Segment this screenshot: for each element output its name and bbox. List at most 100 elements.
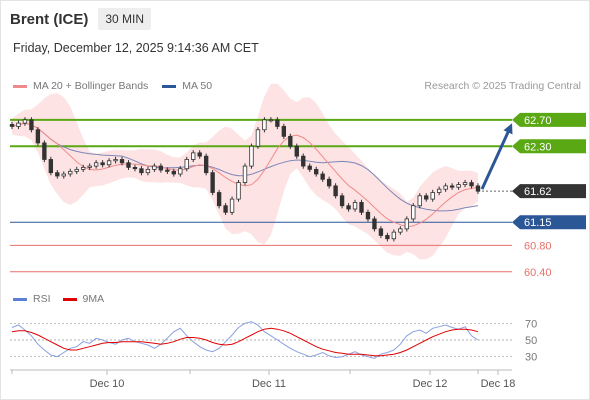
candle-body <box>352 202 358 210</box>
candle-body <box>29 119 34 131</box>
copyright-label: Research © 2025 Trading Central <box>424 80 581 92</box>
candle-body <box>339 195 345 207</box>
candle-body <box>372 218 377 230</box>
candle-body <box>55 172 60 177</box>
candle-body <box>42 142 47 160</box>
candle-body <box>391 231 397 240</box>
candle-body <box>145 168 151 174</box>
candle-body <box>404 218 409 230</box>
rsi-panel: 70 50 30 <box>10 318 537 364</box>
x-tick-label: Dec 10 <box>90 378 125 390</box>
candle-body <box>106 160 112 166</box>
candle-body <box>249 145 254 167</box>
candle-body <box>469 182 474 187</box>
candle-body <box>203 155 209 174</box>
level-tag-62.30 <box>512 139 586 154</box>
legend-9ma-swatch <box>62 297 77 301</box>
candle-body <box>398 228 403 233</box>
candle-body <box>424 195 429 200</box>
candle-body <box>320 173 325 180</box>
rsi-line <box>11 321 479 359</box>
candle-body <box>216 192 222 207</box>
candle-body <box>294 145 299 157</box>
candle-body <box>74 168 79 172</box>
candle-body <box>35 129 41 144</box>
candle-body <box>475 185 481 192</box>
candle-body <box>288 135 293 147</box>
candle-body <box>242 165 248 183</box>
x-tick-label: Dec 18 <box>481 378 516 390</box>
candle-body <box>152 165 157 170</box>
legend-ma20-label: MA 20 + Bollinger Bands <box>33 80 149 92</box>
candle-body <box>378 228 384 236</box>
candle-body <box>333 185 338 197</box>
candle-body <box>171 170 176 175</box>
candle-body <box>184 159 189 170</box>
candle-body <box>61 173 66 177</box>
x-tick-label: Dec 12 <box>413 378 448 390</box>
price-levels <box>10 118 512 273</box>
candle-body <box>326 178 332 187</box>
level-label-60.80: 60.80 <box>524 240 552 252</box>
candle-body <box>197 152 202 157</box>
candle-body <box>48 159 54 174</box>
candle-body <box>165 169 170 172</box>
candle-body <box>436 188 442 193</box>
candle-body <box>210 172 215 193</box>
candle-body <box>359 202 364 213</box>
candle-body <box>22 119 28 124</box>
candle-body <box>16 122 21 127</box>
candle-body <box>68 170 73 175</box>
candle-body <box>132 166 138 170</box>
candle-body <box>365 211 371 220</box>
legend-ma50: MA 50 <box>162 80 212 92</box>
candle-body <box>307 165 312 170</box>
candle-body <box>443 185 448 190</box>
rsi-tick-30: 30 <box>525 352 537 364</box>
candle-body <box>87 165 92 168</box>
level-label-62.30: 62.30 <box>524 141 552 153</box>
candle-body <box>119 159 125 164</box>
candle-body <box>268 119 274 122</box>
candle-body <box>449 185 455 188</box>
candle-body <box>113 159 118 162</box>
title-row: Brent (ICE) 30 MIN <box>10 7 152 31</box>
candle-body <box>139 168 144 174</box>
timeframe-selector[interactable]: 30 MIN <box>98 8 152 30</box>
candle-body <box>229 198 235 213</box>
candle-body <box>281 126 287 137</box>
candle-body <box>314 168 319 175</box>
candle-body <box>275 119 280 127</box>
candle-body <box>93 162 99 167</box>
legend-rsi-swatch <box>13 297 27 301</box>
candle-body <box>236 182 241 200</box>
forecast-arrow <box>480 123 513 190</box>
level-labels: 62.70 62.30 61.62 61.15 60.80 60.40 <box>512 112 586 279</box>
candle-body <box>411 205 416 220</box>
level-label-61.15: 61.15 <box>524 217 552 229</box>
legend-9ma-label: 9MA <box>82 293 105 305</box>
candlesticks <box>9 117 481 242</box>
level-tag-61.62 <box>512 184 586 199</box>
level-label-62.70: 62.70 <box>524 115 552 127</box>
legend-ma50-swatch <box>162 84 177 88</box>
level-label-60.40: 60.40 <box>524 267 552 279</box>
price-legend: MA 20 + Bollinger Bands MA 50 <box>13 80 226 92</box>
rsi-legend: RSI 9MA <box>13 293 116 305</box>
x-tick-label: Dec 11 <box>252 378 286 390</box>
legend-9ma: 9MA <box>62 293 105 305</box>
x-axis: Dec 10 Dec 11 Dec 12 Dec 18 <box>10 369 516 390</box>
candle-body <box>301 155 306 167</box>
candle-body <box>81 166 86 170</box>
candle-body <box>126 162 131 168</box>
legend-ma20: MA 20 + Bollinger Bands <box>13 80 148 92</box>
level-tag-62.70 <box>512 112 586 127</box>
candle-body <box>223 205 228 213</box>
rsi-tick-50: 50 <box>525 335 537 347</box>
level-tag-61.15 <box>512 215 586 230</box>
datetime-label: Friday, December 12, 2025 9:14:36 AM CET <box>13 41 259 55</box>
candle-body <box>430 192 435 200</box>
legend-ma20-swatch <box>13 84 27 88</box>
candle-body <box>158 165 164 171</box>
